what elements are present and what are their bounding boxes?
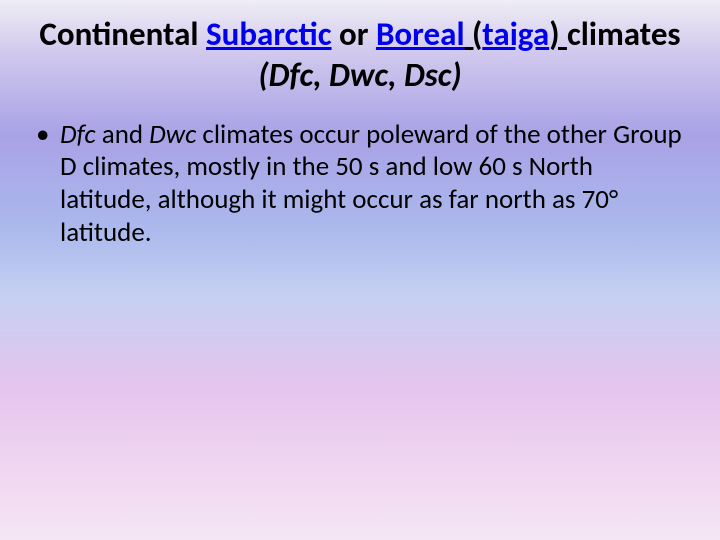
title-text-2: or [332, 14, 376, 54]
title-text-3: ( [465, 14, 483, 54]
title-text-4: ) [549, 14, 567, 54]
bullet-list: Dfc and Dwc climates occur poleward of t… [30, 119, 690, 251]
title-text-1: Continental [39, 14, 206, 54]
bullet-italic-2: Dwc [149, 118, 196, 151]
list-item: Dfc and Dwc climates occur poleward of t… [30, 119, 690, 251]
title-subtitle-italic: (Dfc, Dwc, Dsc) [258, 55, 461, 95]
title-link-taiga[interactable]: taiga [482, 14, 549, 54]
bullet-text-1: and [96, 118, 150, 151]
bullet-italic-1: Dfc [60, 118, 96, 151]
title-bold-plain: climates [567, 14, 681, 54]
title-link-subarctic[interactable]: Subarctic [206, 14, 332, 54]
title-link-boreal[interactable]: Boreal [376, 14, 465, 54]
slide-title: Continental Subarctic or Boreal (taiga) … [26, 14, 694, 97]
slide-body: Dfc and Dwc climates occur poleward of t… [26, 119, 694, 251]
